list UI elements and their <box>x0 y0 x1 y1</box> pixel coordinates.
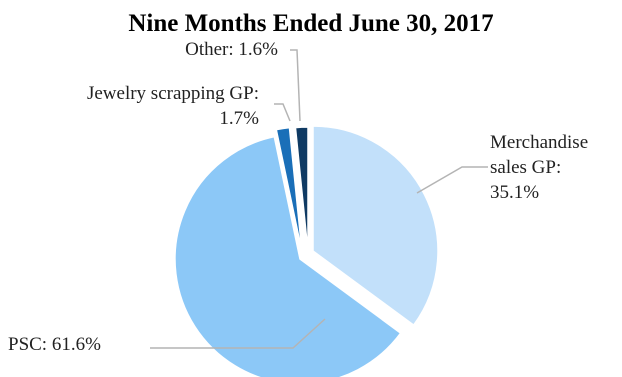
slice-label-line: Other: 1.6% <box>185 39 278 60</box>
leader-line-other <box>290 49 301 122</box>
slice-label-line: Jewelry scrapping GP: <box>87 83 259 104</box>
pie-slice-jewelry-scrapping-gp <box>275 126 303 253</box>
slice-label-jewelry-scrapping-gp: Jewelry scrapping GP: 1.7% <box>87 83 259 129</box>
pie-slice-psc <box>174 135 402 377</box>
slice-label-line: PSC: 61.6% <box>8 334 101 355</box>
pie-slice-merchandise-sales-gp <box>312 125 439 327</box>
leader-lines <box>150 49 488 349</box>
slice-label-line: Merchandise <box>490 132 588 153</box>
slice-label-psc: PSC: 61.6% <box>8 334 101 355</box>
leader-line-jewelry-scrapping-gp <box>274 103 291 122</box>
slice-label-line: 35.1% <box>490 182 539 203</box>
slice-labels: Merchandise sales GP: 35.1% PSC: 61.6% Jewel… <box>8 39 588 355</box>
pie-slice-other <box>294 126 309 253</box>
pie-slices <box>174 125 439 377</box>
slice-label-merchandise-sales-gp: Merchandise sales GP: 35.1% <box>490 132 588 203</box>
slice-label-line: sales GP: <box>490 157 561 178</box>
leader-line-psc <box>150 318 326 349</box>
chart-title: Nine Months Ended June 30, 2017 <box>128 10 493 37</box>
slice-label-other: Other: 1.6% <box>185 39 278 60</box>
leader-line-merchandise-sales-gp <box>416 166 488 194</box>
slice-label-line: 1.7% <box>219 108 259 129</box>
